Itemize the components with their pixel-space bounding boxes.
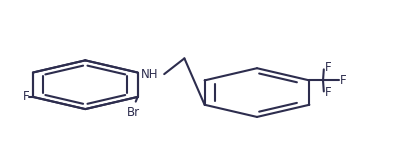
Text: Br: Br bbox=[127, 106, 140, 119]
Text: F: F bbox=[340, 74, 347, 87]
Text: F: F bbox=[325, 86, 331, 100]
Text: NH: NH bbox=[141, 68, 158, 81]
Text: F: F bbox=[325, 61, 331, 74]
Text: F: F bbox=[23, 90, 30, 103]
